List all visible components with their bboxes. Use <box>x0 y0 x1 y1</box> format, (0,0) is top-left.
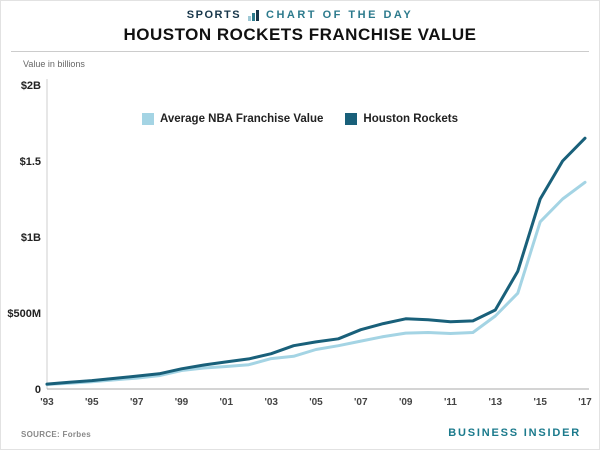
source-credit: SOURCE: Forbes <box>21 430 91 439</box>
kicker: SPORTS CHART OF THE DAY <box>1 9 599 21</box>
title-divider <box>11 51 589 52</box>
svg-text:$2B: $2B <box>21 80 41 92</box>
svg-text:'17: '17 <box>578 397 592 408</box>
chart-legend: Average NBA Franchise Value Houston Rock… <box>1 113 599 125</box>
svg-text:'07: '07 <box>354 397 368 408</box>
svg-text:$1.5: $1.5 <box>20 156 41 168</box>
svg-text:'03: '03 <box>264 397 278 408</box>
svg-text:$500M: $500M <box>7 308 41 320</box>
business-insider-logo: BUSINESS INSIDER <box>448 427 581 439</box>
page-title: HOUSTON ROCKETS FRANCHISE VALUE <box>123 25 477 44</box>
svg-text:'09: '09 <box>399 397 413 408</box>
svg-text:0: 0 <box>35 384 41 396</box>
line-chart: $2B $1.5 $1B $500M 0'93 '95 '97 '99 '01 '03 '05 '07… <box>1 65 599 415</box>
legend-swatch-rockets <box>345 113 358 125</box>
legend-item-average-nba: Average NBA Franchise Value <box>142 113 323 125</box>
legend-label-average-nba: Average NBA Franchise Value <box>160 113 324 125</box>
svg-text:'05: '05 <box>309 397 323 408</box>
legend-item-houston-rockets: Houston Rockets <box>345 113 458 125</box>
y-axis-unit-note: Value in billions <box>23 59 85 69</box>
svg-text:'13: '13 <box>489 397 503 408</box>
svg-text:'15: '15 <box>533 397 547 408</box>
svg-text:'95: '95 <box>85 397 99 408</box>
svg-text:'11: '11 <box>444 397 457 408</box>
kicker-chart-of-the-day-label: CHART OF THE DAY <box>266 9 414 21</box>
line-chart-svg: $2B $1.5 $1B $500M 0'93 '95 '97 '99 '01 '03 '05 '07… <box>7 79 592 408</box>
svg-text:'93: '93 <box>40 397 54 408</box>
svg-text:'97: '97 <box>130 397 144 408</box>
svg-text:'99: '99 <box>175 397 189 408</box>
svg-text:$1B: $1B <box>21 232 41 244</box>
svg-text:'01: '01 <box>220 397 234 408</box>
legend-label-houston-rockets: Houston Rockets <box>363 113 458 125</box>
kicker-sports-label: SPORTS <box>186 9 242 21</box>
bar-chart-icon <box>248 9 260 21</box>
legend-swatch-avg <box>142 113 154 125</box>
